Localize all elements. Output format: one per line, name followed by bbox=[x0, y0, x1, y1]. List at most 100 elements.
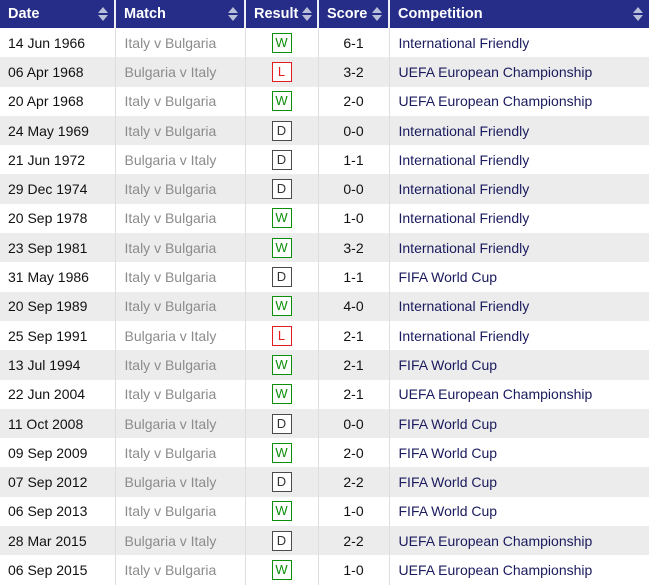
result-badge: W bbox=[271, 237, 292, 258]
column-header-competition[interactable]: Competition bbox=[388, 0, 649, 28]
result-cell: W bbox=[244, 438, 318, 468]
sort-icon[interactable] bbox=[98, 7, 108, 21]
result-cell: D bbox=[244, 262, 318, 292]
match-competition: International Friendly bbox=[388, 145, 649, 175]
result-cell: D bbox=[244, 174, 318, 204]
match-date: 21 Jun 1972 bbox=[8, 151, 86, 168]
match-teams: Italy v Bulgaria bbox=[114, 262, 245, 292]
match-score: 6-1 bbox=[317, 28, 389, 58]
table-header: Date Match Result bbox=[0, 0, 649, 28]
match-score: 2-2 bbox=[317, 467, 389, 497]
match-score: 2-0 bbox=[317, 86, 389, 116]
match-teams: Italy v Bulgaria bbox=[114, 496, 245, 527]
match-teams: Bulgaria v Italy bbox=[114, 320, 245, 351]
match-date: 28 Mar 2015 bbox=[8, 532, 87, 549]
table-row: 11 Oct 2008 Bulgaria v Italy D 0-0 FIFA … bbox=[0, 408, 649, 439]
match-teams: Bulgaria v Italy bbox=[114, 526, 245, 556]
result-badge: W bbox=[271, 442, 292, 463]
match-competition: International Friendly bbox=[388, 28, 649, 58]
result-cell: W bbox=[244, 496, 318, 527]
match-teams: Bulgaria v Italy bbox=[114, 57, 245, 87]
result-badge: W bbox=[271, 501, 292, 522]
match-date: 09 Sep 2009 bbox=[8, 444, 88, 461]
match-date: 14 Jun 1966 bbox=[8, 34, 86, 51]
result-cell: L bbox=[244, 320, 318, 351]
table-row: 31 May 1986 Italy v Bulgaria D 1-1 FIFA … bbox=[0, 262, 649, 292]
result-badge: L bbox=[271, 325, 292, 346]
result-badge: D bbox=[271, 413, 292, 434]
match-competition: FIFA World Cup bbox=[388, 467, 649, 497]
match-date: 11 Oct 2008 bbox=[8, 415, 84, 432]
match-competition: International Friendly bbox=[388, 233, 649, 263]
match-score: 1-1 bbox=[317, 262, 389, 292]
result-badge: W bbox=[271, 384, 292, 405]
column-label-date: Date bbox=[8, 6, 40, 22]
match-date: 29 Dec 1974 bbox=[8, 181, 88, 198]
match-score: 2-0 bbox=[317, 438, 389, 468]
column-header-result[interactable]: Result bbox=[244, 0, 318, 28]
match-competition: UEFA European Championship bbox=[388, 555, 649, 585]
result-badge: D bbox=[271, 267, 292, 288]
result-badge: L bbox=[271, 61, 292, 82]
table-row: 09 Sep 2009 Italy v Bulgaria W 2-0 FIFA … bbox=[0, 438, 649, 468]
result-cell: W bbox=[244, 28, 318, 58]
match-competition: FIFA World Cup bbox=[388, 438, 649, 468]
match-teams: Italy v Bulgaria bbox=[114, 28, 245, 58]
match-score: 2-1 bbox=[317, 350, 389, 380]
table-row: 20 Sep 1978 Italy v Bulgaria W 1-0 Inter… bbox=[0, 203, 649, 234]
match-score: 2-1 bbox=[317, 320, 389, 351]
match-teams: Italy v Bulgaria bbox=[114, 291, 245, 321]
match-teams: Italy v Bulgaria bbox=[114, 379, 245, 409]
result-cell: D bbox=[244, 145, 318, 175]
match-score: 2-2 bbox=[317, 526, 389, 556]
match-competition: FIFA World Cup bbox=[388, 496, 649, 527]
match-teams: Italy v Bulgaria bbox=[114, 86, 245, 116]
match-date: 24 May 1969 bbox=[8, 122, 89, 139]
match-teams: Italy v Bulgaria bbox=[114, 350, 245, 380]
sort-icon[interactable] bbox=[228, 7, 238, 21]
column-header-date[interactable]: Date bbox=[0, 0, 115, 28]
match-score: 1-0 bbox=[317, 555, 389, 585]
match-competition: UEFA European Championship bbox=[388, 86, 649, 116]
column-header-score[interactable]: Score bbox=[317, 0, 389, 28]
match-date: 06 Apr 1968 bbox=[8, 63, 84, 80]
column-label-score: Score bbox=[327, 6, 368, 22]
sort-icon[interactable] bbox=[633, 7, 643, 21]
match-date: 13 Jul 1994 bbox=[8, 356, 81, 373]
sort-icon[interactable] bbox=[302, 7, 313, 21]
table-row: 24 May 1969 Italy v Bulgaria D 0-0 Inter… bbox=[0, 115, 649, 146]
result-badge: W bbox=[271, 354, 292, 375]
table-row: 22 Jun 2004 Italy v Bulgaria W 2-1 UEFA … bbox=[0, 379, 649, 409]
match-teams: Italy v Bulgaria bbox=[114, 555, 245, 585]
match-teams: Italy v Bulgaria bbox=[114, 174, 245, 204]
match-score: 3-2 bbox=[317, 57, 389, 87]
match-date: 07 Sep 2012 bbox=[8, 474, 88, 491]
column-header-match[interactable]: Match bbox=[114, 0, 245, 28]
table-row: 25 Sep 1991 Bulgaria v Italy L 2-1 Inter… bbox=[0, 320, 649, 351]
match-competition: UEFA European Championship bbox=[388, 57, 649, 87]
result-badge: W bbox=[271, 91, 292, 112]
match-competition: UEFA European Championship bbox=[388, 526, 649, 556]
result-badge: D bbox=[271, 149, 292, 170]
match-competition: International Friendly bbox=[388, 203, 649, 234]
match-competition: International Friendly bbox=[388, 174, 649, 204]
sort-icon[interactable] bbox=[372, 7, 382, 21]
match-competition: FIFA World Cup bbox=[388, 408, 649, 439]
match-competition: International Friendly bbox=[388, 115, 649, 146]
column-label-competition: Competition bbox=[398, 6, 483, 22]
match-date: 25 Sep 1991 bbox=[8, 327, 88, 344]
match-competition: UEFA European Championship bbox=[388, 379, 649, 409]
match-teams: Italy v Bulgaria bbox=[114, 438, 245, 468]
table-row: 21 Jun 1972 Bulgaria v Italy D 1-1 Inter… bbox=[0, 145, 649, 175]
column-label-result: Result bbox=[254, 6, 299, 22]
match-teams: Italy v Bulgaria bbox=[114, 115, 245, 146]
match-score: 1-1 bbox=[317, 145, 389, 175]
table-row: 07 Sep 2012 Bulgaria v Italy D 2-2 FIFA … bbox=[0, 467, 649, 497]
header-row: Date Match Result bbox=[0, 0, 649, 28]
match-score: 2-1 bbox=[317, 379, 389, 409]
match-score: 0-0 bbox=[317, 115, 389, 146]
column-label-match: Match bbox=[124, 6, 166, 22]
match-teams: Italy v Bulgaria bbox=[114, 233, 245, 263]
match-teams: Bulgaria v Italy bbox=[114, 145, 245, 175]
